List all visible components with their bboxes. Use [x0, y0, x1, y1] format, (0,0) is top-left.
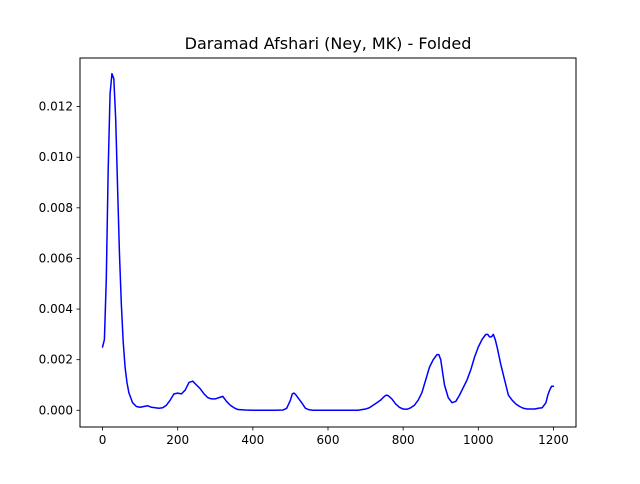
- y-tick-label: 0.006: [39, 251, 73, 265]
- chart-title: Daramad Afshari (Ney, MK) - Folded: [185, 34, 472, 53]
- x-tick-label: 200: [166, 433, 189, 447]
- x-tick-label: 400: [241, 433, 264, 447]
- x-tick-label: 1200: [538, 433, 569, 447]
- series-line-0: [101, 72, 555, 412]
- y-tick-label: 0.000: [39, 403, 73, 417]
- x-tick-label: 1000: [463, 433, 494, 447]
- plot-area: [101, 72, 555, 412]
- y-tick-label: 0.004: [39, 302, 73, 316]
- y-tick-label: 0.008: [39, 201, 73, 215]
- x-tick-label: 800: [392, 433, 415, 447]
- y-tick-label: 0.012: [39, 100, 73, 114]
- y-tick-label: 0.010: [39, 150, 73, 164]
- x-tick-label: 600: [317, 433, 340, 447]
- y-tick-label: 0.002: [39, 353, 73, 367]
- x-tick-label: 0: [99, 433, 107, 447]
